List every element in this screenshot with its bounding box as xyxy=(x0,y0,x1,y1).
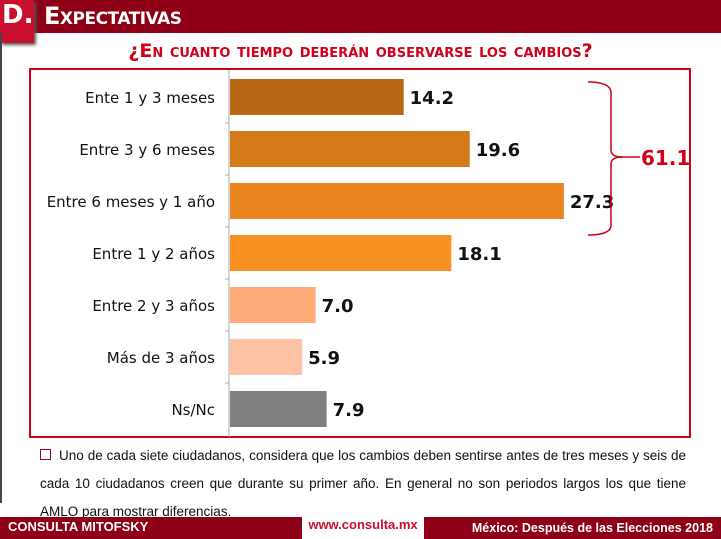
data-label: 5.9 xyxy=(308,348,340,369)
footer-caption: México: Después de las Elecciones 2018 xyxy=(471,521,713,535)
category-label: Más de 3 años xyxy=(107,349,215,367)
category-label: Entre 6 meses y 1 año xyxy=(47,193,215,211)
category-label: Entre 2 y 3 años xyxy=(92,297,215,315)
note-text: Uno de cada siete ciudadanos, considera … xyxy=(40,448,686,519)
category-label: Ente 1 y 3 meses xyxy=(85,89,215,107)
data-label: 19.6 xyxy=(476,140,520,161)
left-edge xyxy=(0,33,2,503)
data-label: 27.3 xyxy=(570,192,614,213)
data-label: 7.0 xyxy=(322,296,354,317)
bar xyxy=(230,339,303,375)
chart-title: ¿En cuanto tiempo deberán observarse los… xyxy=(128,40,593,62)
header-bar xyxy=(0,0,721,33)
data-label: 18.1 xyxy=(457,244,501,265)
footer-url[interactable]: www.consulta.mx xyxy=(302,515,424,539)
bullet-icon xyxy=(40,449,51,460)
bar xyxy=(230,287,316,323)
bar xyxy=(230,183,564,219)
footer-brand: CONSULTA MITOFSKY xyxy=(8,519,149,534)
category-label: Entre 3 y 6 meses xyxy=(79,141,215,159)
bar xyxy=(230,131,470,167)
section-letter: D. xyxy=(2,0,34,30)
bar xyxy=(230,391,327,427)
section-badge: D. xyxy=(0,0,34,43)
data-label: 7.9 xyxy=(333,400,365,421)
data-label: 14.2 xyxy=(410,88,454,109)
note-paragraph: Uno de cada siete ciudadanos, considera … xyxy=(40,442,686,526)
chart-frame xyxy=(29,68,691,438)
bracket-total-label: 61.1 xyxy=(641,146,690,170)
bar xyxy=(230,79,404,115)
page-title: Expectativas xyxy=(44,2,182,30)
category-label: Entre 1 y 2 años xyxy=(92,245,215,263)
category-label: Ns/Nc xyxy=(171,401,215,419)
bar xyxy=(230,235,452,271)
